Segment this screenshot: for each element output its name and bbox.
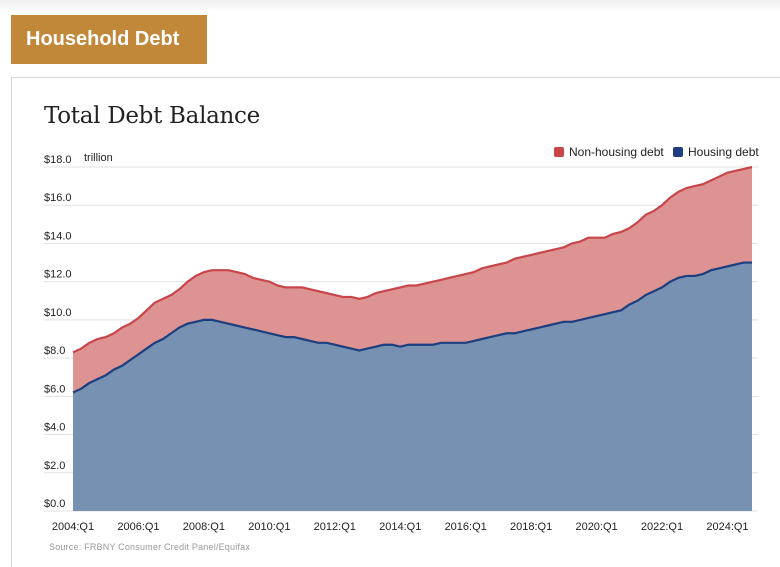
- legend-swatch: [673, 147, 683, 157]
- x-tick-label: 2014:Q1: [379, 521, 421, 533]
- source-note: Source: FRBNY Consumer Credit Panel/Equi…: [49, 542, 251, 552]
- chart-panel: [11, 77, 780, 567]
- section-title: Household Debt: [26, 28, 180, 50]
- y-tick-label: $12.0: [44, 269, 72, 281]
- y-tick-label: $18.0: [44, 154, 72, 166]
- legend-item-non-housing[interactable]: Non-housing debt: [554, 145, 664, 159]
- x-tick-label: 2020:Q1: [575, 521, 617, 533]
- y-tick-label: $2.0: [44, 460, 65, 472]
- y-tick-label: $6.0: [44, 383, 65, 395]
- y-tick-label: $8.0: [44, 345, 65, 357]
- axis-layer: $0.0 $2.0 $4.0 $6.0 $8.0 $10.0 $12.0 $14.0 $16.0…: [44, 152, 749, 533]
- y-tick-label: $14.0: [44, 230, 72, 242]
- legend-item-housing[interactable]: Housing debt: [673, 145, 759, 159]
- y-tick-label: $0.0: [44, 498, 65, 510]
- x-tick-label: 2016:Q1: [445, 521, 487, 533]
- x-tick-label: 2010:Q1: [248, 521, 290, 533]
- y-tick-label: $16.0: [44, 192, 72, 204]
- x-tick-label: 2006:Q1: [117, 521, 159, 533]
- non-housing-line: [72, 165, 753, 354]
- housing-line: [72, 261, 752, 394]
- x-tick-label: 2008:Q1: [183, 521, 225, 533]
- x-tick-label: 2012:Q1: [314, 521, 356, 533]
- legend-swatch: [554, 147, 564, 157]
- chart-title: Total Debt Balance: [44, 103, 260, 129]
- legend[interactable]: Non-housing debt Housing debt: [554, 145, 759, 159]
- x-tick-label: 2004:Q1: [52, 521, 94, 533]
- x-tick-label: 2024:Q1: [706, 521, 748, 533]
- y-tick-label: $4.0: [44, 422, 65, 434]
- x-tick-label: 2022:Q1: [641, 521, 683, 533]
- housing-area: [73, 262, 752, 511]
- top-strip: [0, 0, 780, 12]
- legend-label: Housing debt: [688, 145, 759, 159]
- x-tick-label: 2018:Q1: [510, 521, 552, 533]
- section-header: Household Debt: [11, 15, 207, 64]
- legend-label: Non-housing debt: [569, 145, 664, 159]
- y-unit-label: trillion: [84, 152, 113, 164]
- y-tick-label: $10.0: [44, 307, 72, 319]
- area-layer: [72, 165, 753, 511]
